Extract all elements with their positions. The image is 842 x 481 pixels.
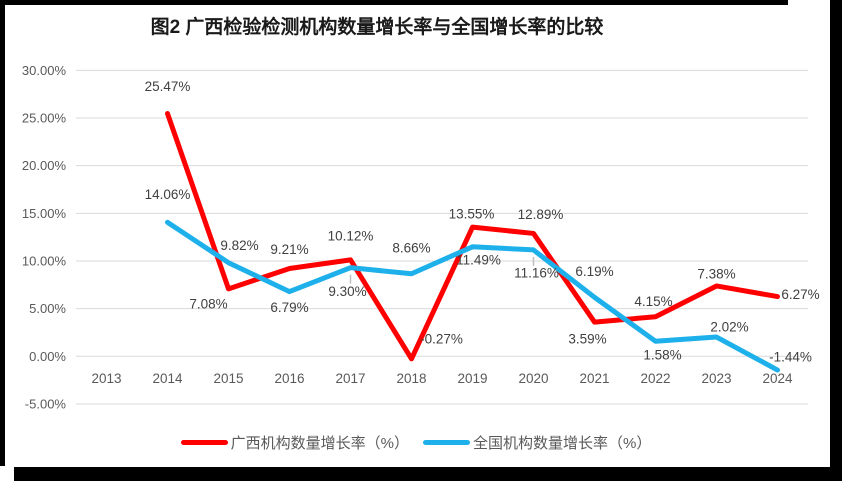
data-label: 25.47% [145, 79, 191, 94]
data-label: 6.27% [781, 287, 819, 302]
x-tick-label: 2016 [274, 371, 304, 386]
x-tick-label: 2014 [152, 371, 183, 386]
data-label: 2.02% [710, 320, 748, 335]
y-tick-label: 5.00% [29, 301, 66, 316]
data-label: 6.79% [270, 300, 308, 315]
x-tick-label: 2017 [335, 371, 365, 386]
data-label: 12.89% [518, 207, 564, 222]
data-label: -0.27% [420, 331, 463, 346]
data-label: 9.30% [328, 284, 366, 299]
legend-swatch [423, 440, 470, 445]
data-label: -1.44% [769, 350, 812, 365]
y-tick-label: 10.00% [22, 253, 67, 268]
series-line-1 [165, 219, 780, 373]
x-tick-label: 2024 [762, 371, 793, 386]
x-tick-label: 2013 [91, 371, 121, 386]
data-label: 8.66% [392, 240, 430, 255]
y-tick-label: 0.00% [29, 349, 66, 364]
y-tick-label: 20.00% [22, 158, 67, 173]
x-tick-label: 2015 [213, 371, 243, 386]
series-line-0 [165, 111, 780, 362]
legend-item-0[interactable]: 广西机构数量增长率（%） [180, 432, 409, 453]
legend: 广西机构数量增长率（%） 全国机构数量增长率（%） [0, 432, 832, 453]
chart-title: 图2 广西检验检测机构数量增长率与全国增长率的比较 [150, 17, 604, 38]
data-label: 1.58% [643, 348, 681, 363]
legend-item-1[interactable]: 全国机构数量增长率（%） [423, 432, 651, 453]
data-label: 4.15% [634, 294, 672, 309]
data-label: 3.59% [568, 332, 606, 347]
data-label: 10.12% [328, 228, 374, 243]
y-tick-label: 25.00% [22, 111, 67, 126]
x-tick-label: 2022 [640, 371, 670, 386]
x-tick-label: 2019 [457, 371, 487, 386]
y-tick-label: 30.00% [22, 63, 67, 78]
data-label: 11.49% [456, 252, 501, 267]
y-tick-label: -5.00% [25, 396, 67, 411]
legend-label: 广西机构数量增长率（%） [230, 435, 409, 452]
x-tick-label: 2023 [701, 371, 731, 386]
x-tick-label: 2021 [579, 371, 609, 386]
data-label: 7.08% [189, 296, 227, 311]
data-label: 9.82% [220, 238, 258, 253]
data-label: 6.19% [575, 264, 613, 279]
x-tick-label: 2020 [518, 371, 548, 386]
legend-label: 全国机构数量增长率（%） [473, 435, 652, 452]
y-tick-label: 15.00% [22, 206, 67, 221]
data-label: 11.16% [514, 265, 559, 280]
data-label: 9.21% [270, 242, 308, 257]
x-tick-label: 2018 [396, 371, 426, 386]
data-label: 13.55% [449, 207, 495, 222]
legend-swatch [180, 440, 228, 445]
data-label: 14.06% [145, 187, 191, 202]
data-label: 7.38% [697, 266, 735, 281]
